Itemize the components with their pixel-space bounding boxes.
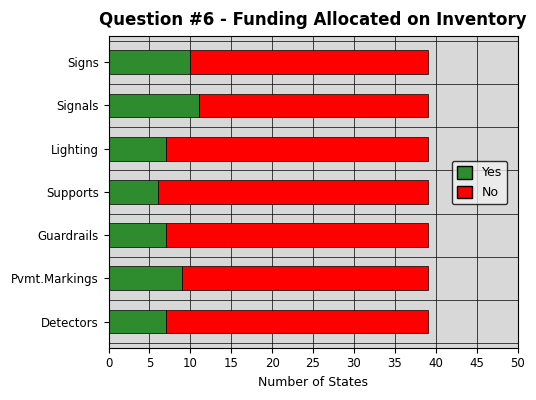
Bar xyxy=(109,310,166,334)
Bar xyxy=(109,94,198,117)
Legend: Yes, No: Yes, No xyxy=(452,161,507,204)
Bar xyxy=(109,266,182,290)
Bar xyxy=(166,223,428,247)
Bar xyxy=(198,94,428,117)
Bar xyxy=(109,50,190,74)
Bar xyxy=(190,50,428,74)
Bar xyxy=(109,137,166,160)
Bar xyxy=(109,223,166,247)
Bar xyxy=(166,137,428,160)
Bar xyxy=(182,266,428,290)
Title: Question #6 - Funding Allocated on Inventory: Question #6 - Funding Allocated on Inven… xyxy=(99,11,527,29)
Bar xyxy=(109,180,158,204)
X-axis label: Number of States: Number of States xyxy=(258,376,368,389)
Bar xyxy=(166,310,428,334)
Bar xyxy=(158,180,428,204)
